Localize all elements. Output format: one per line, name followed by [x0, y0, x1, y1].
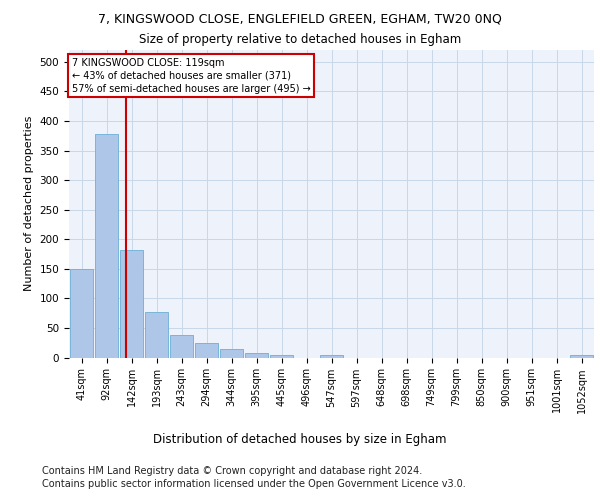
Text: Contains public sector information licensed under the Open Government Licence v3: Contains public sector information licen… — [42, 479, 466, 489]
Y-axis label: Number of detached properties: Number of detached properties — [24, 116, 34, 292]
Text: Size of property relative to detached houses in Egham: Size of property relative to detached ho… — [139, 32, 461, 46]
Bar — [269, 354, 293, 358]
Bar — [170, 335, 193, 357]
Bar — [194, 344, 218, 357]
Text: 7 KINGSWOOD CLOSE: 119sqm
← 43% of detached houses are smaller (371)
57% of semi: 7 KINGSWOOD CLOSE: 119sqm ← 43% of detac… — [71, 58, 310, 94]
Bar — [569, 354, 593, 358]
Text: Distribution of detached houses by size in Egham: Distribution of detached houses by size … — [153, 432, 447, 446]
Bar — [245, 354, 268, 358]
Bar — [70, 269, 94, 358]
Bar — [320, 354, 343, 358]
Bar — [95, 134, 118, 358]
Bar — [145, 312, 169, 358]
Bar — [220, 348, 244, 358]
Text: Contains HM Land Registry data © Crown copyright and database right 2024.: Contains HM Land Registry data © Crown c… — [42, 466, 422, 476]
Text: 7, KINGSWOOD CLOSE, ENGLEFIELD GREEN, EGHAM, TW20 0NQ: 7, KINGSWOOD CLOSE, ENGLEFIELD GREEN, EG… — [98, 12, 502, 26]
Bar — [119, 250, 143, 358]
